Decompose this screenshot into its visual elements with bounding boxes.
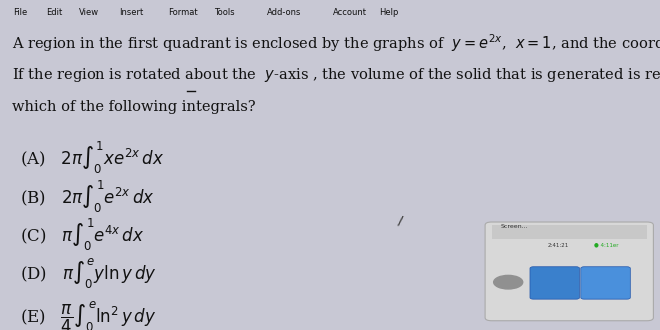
Text: Help: Help <box>379 8 399 17</box>
FancyBboxPatch shape <box>485 222 653 321</box>
Text: ● 4:11er: ● 4:11er <box>594 243 618 248</box>
Text: If the region is rotated about the  $y$-axis , the volume of the solid that is g: If the region is rotated about the $y$-a… <box>12 66 660 84</box>
FancyBboxPatch shape <box>581 267 630 299</box>
Text: Format: Format <box>168 8 198 17</box>
Text: (E)   $\dfrac{\pi}{4}\int_0^{e} \ln^2 y\, dy$: (E) $\dfrac{\pi}{4}\int_0^{e} \ln^2 y\, … <box>20 299 156 330</box>
Text: 2:41:21: 2:41:21 <box>548 243 569 248</box>
Circle shape <box>494 276 523 289</box>
Text: Account: Account <box>333 8 368 17</box>
Text: (D)   $\pi\int_0^{e} y\ln y\, dy$: (D) $\pi\int_0^{e} y\ln y\, dy$ <box>20 256 156 290</box>
Text: Tools: Tools <box>214 8 235 17</box>
Text: Add-ons: Add-ons <box>267 8 302 17</box>
Text: Screen...: Screen... <box>500 224 528 229</box>
Bar <box>492 225 647 239</box>
Text: $\mathbf{/}$: $\mathbf{/}$ <box>396 213 405 228</box>
Text: Edit: Edit <box>46 8 63 17</box>
Text: (C)   $\pi\int_0^{1} e^{4x}\, dx$: (C) $\pi\int_0^{1} e^{4x}\, dx$ <box>20 217 145 253</box>
Text: (B)   $2\pi\int_0^{1} e^{2x}\, dx$: (B) $2\pi\int_0^{1} e^{2x}\, dx$ <box>20 179 154 215</box>
Text: (A)   $2\pi\int_0^{1} xe^{2x}\, dx$: (A) $2\pi\int_0^{1} xe^{2x}\, dx$ <box>20 140 164 176</box>
FancyBboxPatch shape <box>530 267 579 299</box>
Text: Insert: Insert <box>119 8 143 17</box>
Text: View: View <box>79 8 99 17</box>
Text: A region in the first quadrant is enclosed by the graphs of  $y = e^{2x}$,  $x =: A region in the first quadrant is enclos… <box>12 32 660 54</box>
Text: which of the following integrals?: which of the following integrals? <box>12 100 255 114</box>
Text: File: File <box>13 8 28 17</box>
